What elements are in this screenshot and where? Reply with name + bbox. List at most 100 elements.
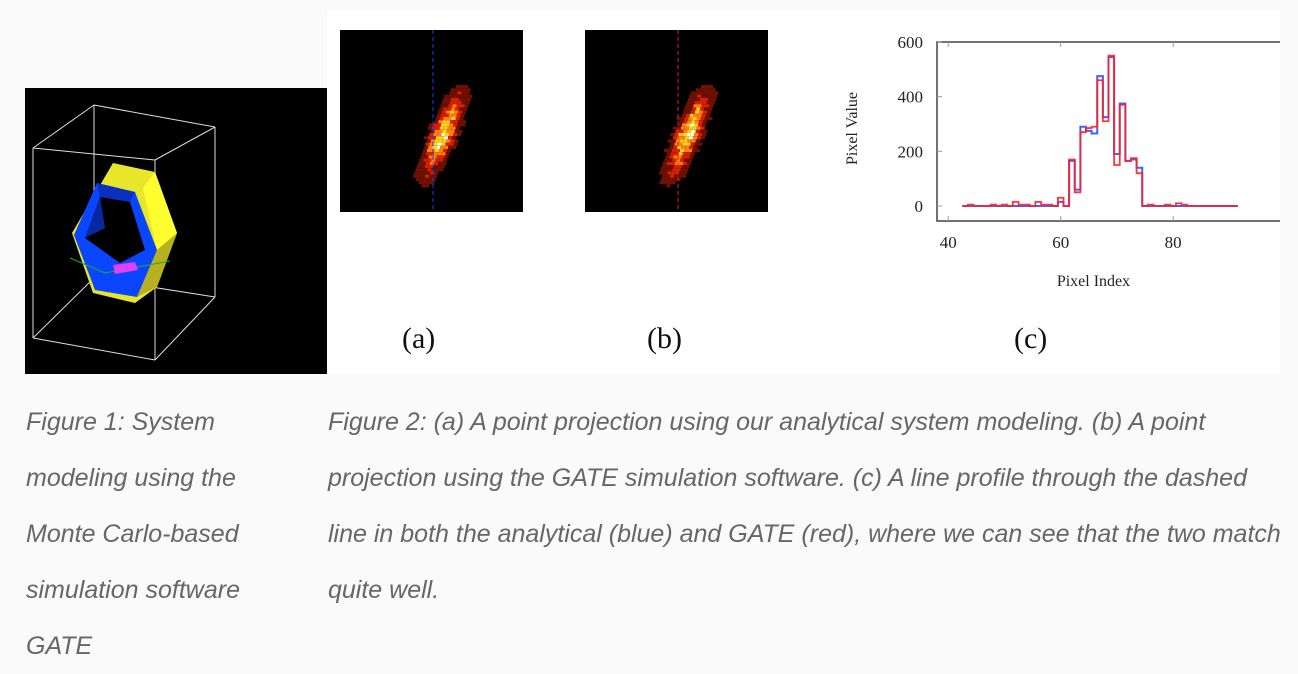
projection-pixel	[703, 88, 708, 92]
projection-pixel	[434, 161, 438, 165]
projection-pixel	[414, 171, 419, 175]
projection-pixel	[667, 181, 672, 185]
projection-pixel	[681, 165, 686, 169]
projection-pixel	[677, 136, 681, 140]
projection-pixel	[710, 91, 715, 95]
projection-pixel	[707, 110, 711, 114]
projection-pixel	[457, 91, 462, 95]
projection-pixel	[678, 174, 682, 178]
projection-pixel	[437, 123, 441, 127]
projection-pixel	[697, 104, 702, 108]
projection-pixel	[689, 113, 694, 117]
projection-pixel	[702, 101, 707, 105]
projection-pixel	[704, 97, 708, 101]
projection-pixel	[427, 177, 432, 181]
projection-pixel	[690, 152, 695, 156]
projection-pixel	[426, 139, 431, 143]
projection-pixel	[679, 129, 684, 133]
projection-pixel	[449, 91, 454, 95]
projection-pixel	[706, 101, 711, 105]
projection-pixel	[460, 85, 464, 89]
projection-pixel	[691, 110, 695, 114]
projection-pixel	[684, 168, 689, 172]
projection-pixel	[439, 107, 444, 111]
projection-pixel	[676, 177, 681, 181]
projection-pixel	[694, 142, 699, 146]
projection-pixel	[449, 142, 454, 146]
projection-pixel	[699, 110, 703, 114]
projection-pixel	[422, 171, 427, 175]
series-analytical-blue	[962, 56, 1238, 207]
projection-pixel	[450, 110, 454, 114]
projection-pixel	[692, 149, 696, 153]
projection-pixel	[694, 123, 698, 127]
projection-pixel	[447, 126, 452, 130]
projection-pixel	[455, 107, 460, 111]
projection-pixel	[436, 145, 441, 149]
projection-pixel	[694, 101, 699, 105]
projection-pixel	[698, 142, 703, 146]
projection-pixel	[438, 120, 443, 124]
projection-pixel	[426, 161, 430, 165]
projection-pixel	[687, 139, 692, 143]
projection-pixel	[683, 129, 688, 133]
projection-pixel	[455, 97, 459, 101]
projection-pixel	[707, 88, 712, 92]
projection-pixel	[440, 165, 445, 169]
projection-pixel	[424, 155, 429, 159]
projection-pixel	[430, 139, 435, 143]
projection-pixel	[462, 88, 467, 92]
projection-pixel	[428, 155, 433, 159]
projection-pixel	[443, 158, 448, 162]
projection-pixel	[434, 139, 439, 143]
projection-pixel	[443, 149, 447, 153]
projection-pixel	[672, 149, 676, 153]
projection-pixel	[675, 161, 679, 165]
projection-pixel	[418, 161, 422, 165]
projection-pixel	[688, 158, 693, 162]
projection-pixel	[447, 97, 451, 101]
series-gate-red	[962, 54, 1238, 207]
projection-pixel	[697, 94, 702, 98]
projection-pixel	[697, 136, 701, 140]
projection-pixel	[441, 152, 446, 156]
projection-pixel	[674, 142, 679, 146]
projection-pixel	[450, 139, 455, 143]
line-profile-chart: 40 60 80 0 200 400 600 Pixel Index Pixel Value	[830, 20, 1280, 300]
projection-pixel	[433, 142, 438, 146]
projection-pixel	[442, 110, 446, 114]
projection-pixel	[696, 126, 701, 130]
projection-pixel	[445, 101, 450, 105]
projection-pixel	[674, 133, 679, 137]
projection-pixel	[435, 117, 440, 121]
projection-pixel	[456, 85, 460, 89]
projection-pixel	[430, 181, 435, 185]
projection-pixel	[456, 94, 461, 98]
projection-pixel	[660, 177, 665, 181]
projection-pixel	[464, 104, 469, 108]
projection-pixel	[457, 123, 461, 127]
projection-pixel	[672, 126, 677, 130]
projection-pixel	[685, 165, 690, 169]
projection-pixel	[702, 123, 706, 127]
projection-pixel	[460, 104, 465, 108]
projection-pixel	[452, 113, 457, 117]
projection-pixel	[462, 120, 467, 124]
projection-pixel	[453, 91, 458, 95]
projection-pixel	[425, 184, 430, 188]
projection-pixel	[443, 107, 448, 111]
projection-pixel	[413, 174, 417, 178]
phantom	[113, 262, 138, 274]
projection-pixel	[454, 88, 459, 92]
projection-pixel	[680, 149, 684, 153]
projection-pixel	[451, 117, 456, 121]
projection-pixel	[701, 94, 706, 98]
projection-pixel	[449, 101, 454, 105]
projection-pixel	[682, 123, 686, 127]
projection-pixel	[440, 155, 445, 159]
projection-pixel	[680, 158, 685, 162]
projection-pixel	[444, 94, 449, 98]
projection-pixel	[685, 155, 690, 159]
projection-pixel	[667, 171, 672, 175]
projection-pixel	[698, 101, 703, 105]
